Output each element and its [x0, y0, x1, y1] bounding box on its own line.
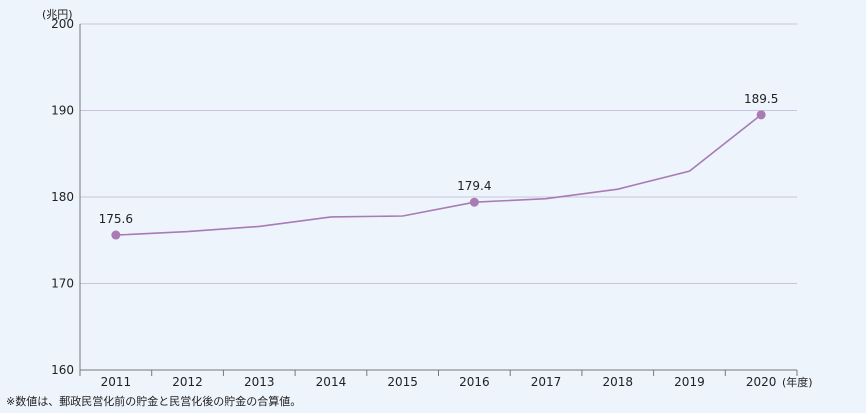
x-tick-2012: 2012 — [172, 375, 203, 389]
x-tick-2019: 2019 — [674, 375, 705, 389]
x-tick-2013: 2013 — [244, 375, 275, 389]
grid-lines — [80, 23, 797, 284]
data-point-2011 — [111, 230, 121, 240]
series-line-group — [115, 114, 762, 236]
series-line — [115, 114, 762, 236]
data-markers: 175.6 179.4 189.5 — [99, 92, 778, 240]
axes — [79, 24, 798, 376]
x-tick-2018: 2018 — [602, 375, 633, 389]
x-tick-2011: 2011 — [101, 375, 132, 389]
y-tick-170: 170 — [51, 277, 74, 291]
y-tick-160: 160 — [51, 363, 74, 377]
x-axis-unit: (年度) — [782, 375, 813, 389]
data-point-2020 — [756, 110, 766, 120]
x-tick-labels: 2011 2012 2013 2014 2015 2016 2017 2018 2019 2020 — [101, 375, 777, 389]
x-tick-2014: 2014 — [316, 375, 347, 389]
data-label-2016: 179.4 — [457, 179, 491, 193]
footnote: ※数値は、郵政民営化前の貯金と民営化後の貯金の合算値。 — [6, 395, 302, 408]
data-label-2020: 189.5 — [744, 92, 778, 106]
y-axis-unit: (兆円) — [42, 8, 73, 21]
x-tick-2017: 2017 — [531, 375, 562, 389]
y-tick-180: 180 — [51, 190, 74, 204]
y-tick-labels: 160 170 180 190 200 — [51, 17, 74, 377]
x-tick-2016: 2016 — [459, 375, 490, 389]
x-tick-2015: 2015 — [387, 375, 418, 389]
y-tick-190: 190 — [51, 104, 74, 118]
data-point-2016 — [469, 197, 479, 207]
x-tick-2020: 2020 — [746, 375, 777, 389]
y-tick-200: 200 — [51, 17, 74, 31]
data-label-2011: 175.6 — [99, 212, 133, 226]
